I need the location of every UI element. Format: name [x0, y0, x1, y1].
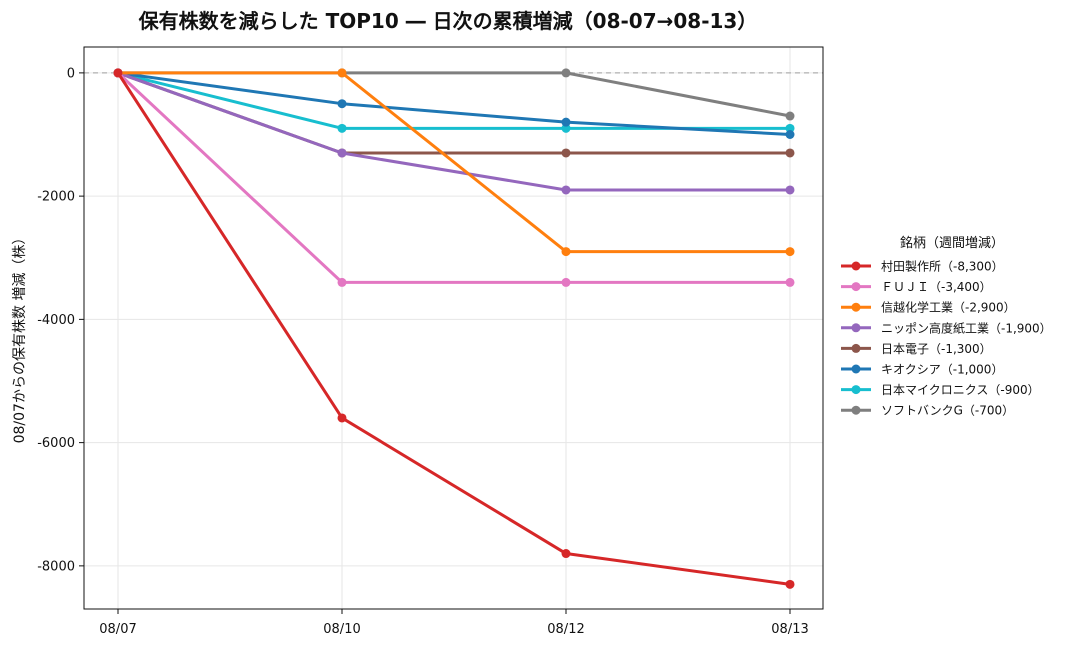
x-tick-label: 08/10: [323, 622, 360, 637]
legend-swatch-marker: [851, 302, 861, 312]
legend-item: 信越化学工業（-2,900）: [841, 300, 1016, 315]
chart-title: 保有株数を減らした TOP10 ― 日次の累積増減（08-07→08-13）: [138, 9, 758, 33]
legend-label: ソフトバンクG（-700）: [881, 404, 1014, 418]
x-tick-label: 08/07: [99, 622, 136, 637]
series-0: [113, 68, 795, 589]
legend-label: キオクシア（-1,000）: [881, 363, 1003, 377]
data-point: [561, 277, 571, 287]
data-point: [337, 123, 347, 133]
legend-item: ニッポン高度紙工業（-1,900）: [841, 320, 1052, 335]
data-point: [113, 68, 123, 78]
legend-swatch-marker: [851, 282, 861, 292]
data-point: [785, 579, 795, 589]
legend-item: 日本電子（-1,300）: [841, 342, 992, 356]
y-axis: 0 -2000 -4000 -6000 -8000: [37, 66, 84, 574]
legend-swatch-marker: [851, 405, 861, 415]
data-point: [337, 68, 347, 78]
legend-swatch-marker: [851, 323, 861, 333]
legend: 銘柄（週間増減） 村田製作所（-8,300） ＦＵＪＩ（-3,400） 信越化学工業…: [841, 235, 1052, 418]
legend-item: 村田製作所（-8,300）: [841, 260, 1004, 274]
legend-swatch-marker: [851, 364, 861, 374]
y-tick-label: -4000: [37, 313, 75, 328]
legend-label: 信越化学工業（-2,900）: [881, 300, 1016, 315]
data-point: [561, 68, 571, 78]
data-point: [785, 185, 795, 195]
legend-label: 日本マイクロニクス（-900）: [881, 383, 1040, 397]
legend-item: キオクシア（-1,000）: [841, 363, 1003, 377]
data-point: [337, 99, 347, 109]
legend-label: 日本電子（-1,300）: [881, 342, 992, 356]
y-tick-label: -8000: [37, 559, 75, 574]
legend-swatch-marker: [851, 261, 861, 271]
data-point: [785, 123, 795, 133]
y-tick-label: -2000: [37, 190, 75, 205]
data-point: [561, 123, 571, 133]
y-tick-label: 0: [67, 66, 75, 81]
series-line: [117, 71, 791, 137]
data-point: [561, 549, 571, 559]
x-tick-label: 08/13: [771, 622, 808, 637]
legend-swatch-marker: [851, 343, 861, 353]
series-line: [117, 71, 790, 192]
data-point: [561, 185, 571, 195]
legend-item: ソフトバンクG（-700）: [841, 404, 1014, 418]
series-line: [116, 72, 791, 586]
series-layer: [113, 68, 795, 589]
series-1: [113, 68, 795, 287]
data-point: [561, 148, 571, 158]
legend-label: ニッポン高度紙工業（-1,900）: [881, 320, 1052, 335]
legend-title: 銘柄（週間増減）: [900, 235, 1004, 251]
x-tick-label: 08/12: [547, 622, 584, 637]
series-line: [116, 71, 790, 284]
data-point: [785, 277, 795, 287]
plot-frame: [83, 46, 824, 610]
x-axis: 08/07 08/10 08/12 08/13: [99, 609, 809, 637]
data-point: [785, 247, 795, 257]
series-6: [113, 68, 795, 133]
y-axis-label: 08/07からの保有株数 増減（株）: [11, 231, 28, 444]
y-tick-label: -6000: [37, 436, 75, 451]
data-point: [561, 117, 571, 127]
data-point: [337, 413, 347, 423]
legend-label: ＦＵＪＩ（-3,400）: [881, 280, 992, 294]
data-point: [785, 130, 795, 140]
series-line: [117, 71, 790, 130]
legend-item: ＦＵＪＩ（-3,400）: [841, 280, 992, 294]
data-point: [785, 111, 795, 121]
data-point: [337, 277, 347, 287]
legend-label: 村田製作所（-8,300）: [881, 260, 1004, 274]
data-point: [785, 148, 795, 158]
data-point: [561, 247, 571, 257]
legend-item: 日本マイクロニクス（-900）: [841, 383, 1040, 397]
legend-swatch-marker: [851, 385, 861, 395]
series-line: [118, 71, 790, 254]
data-point: [337, 148, 347, 158]
